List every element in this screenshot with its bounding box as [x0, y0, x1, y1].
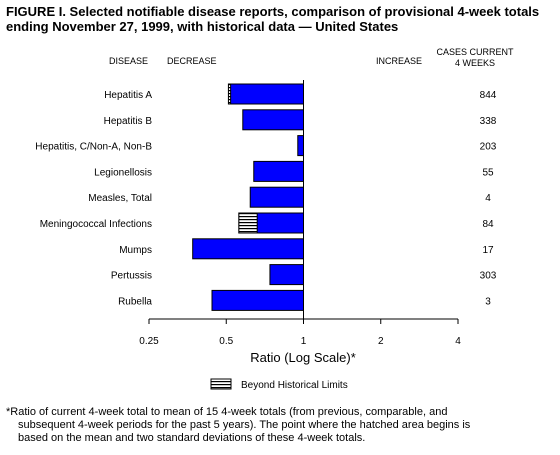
category-label-hepatitis-b: Hepatitis B [104, 116, 153, 127]
bar-hepatitis-b [242, 109, 304, 131]
footnote-line-1: *Ratio of current 4-week total to mean o… [6, 406, 448, 418]
hatch-hepatitis-a [227, 83, 232, 105]
header-cases-line-2: 4 WEEKS [455, 58, 495, 68]
legend-label: Beyond Historical Limits [241, 380, 348, 391]
hatch-group [227, 83, 258, 234]
cases-meningococcal-infections: 84 [482, 219, 494, 230]
category-label-hepatitis-a: Hepatitis A [104, 90, 152, 101]
bar-pertussis [269, 264, 304, 286]
bar-measles-total [249, 186, 304, 208]
footnote: *Ratio of current 4-week total to mean o… [6, 406, 554, 445]
cases-hepatitis-b: 338 [480, 116, 497, 127]
bar-hepatitis-a [227, 83, 304, 105]
x-tick-label-3: 2 [378, 336, 384, 347]
cases-hepatitis-a: 844 [480, 90, 497, 101]
category-label-legionellosis: Legionellosis [94, 167, 152, 178]
footnote-line-2: subsequent 4-week periods for the past 5… [18, 419, 471, 431]
bar-rubella [211, 289, 304, 311]
category-label-mumps: Mumps [119, 245, 152, 256]
category-label-meningococcal-infections: Meningococcal Infections [40, 219, 152, 230]
category-label-rubella: Rubella [118, 296, 152, 307]
figure-title: FIGURE I. Selected notifiable disease re… [6, 4, 554, 34]
bar-legionellosis [253, 160, 305, 182]
cases-hepatitis-c-non-a-non-b: 203 [480, 142, 497, 153]
cases-legionellosis: 55 [482, 167, 494, 178]
title-line-1: FIGURE I. Selected notifiable disease re… [6, 4, 540, 19]
category-label-measles-total: Measles, Total [88, 193, 152, 204]
x-tick-label-4: 4 [455, 336, 461, 347]
category-label-hepatitis-c-non-a-non-b: Hepatitis, C/Non-A, Non-B [35, 142, 152, 153]
cases-pertussis: 303 [480, 271, 497, 282]
category-labels: Hepatitis A Hepatitis B Hepatitis, C/Non-A… [35, 90, 152, 307]
x-tick-label-0: 0.25 [139, 336, 159, 347]
bar-hepatitis-c-non-a-non-b [297, 135, 304, 157]
header-decrease: DECREASE [167, 56, 217, 66]
footnote-line-3: based on the mean and two standard devia… [18, 432, 366, 444]
x-axis-label: Ratio (Log Scale)* [250, 350, 356, 365]
legend: Beyond Historical Limits [210, 378, 348, 391]
category-label-pertussis: Pertussis [111, 271, 152, 282]
x-tick-label-1: 0.5 [219, 336, 233, 347]
cases-mumps: 17 [482, 245, 494, 256]
header-disease: DISEASE [109, 56, 148, 66]
header-increase: INCREASE [376, 56, 422, 66]
bars-group [192, 83, 305, 311]
header-cases-line-1: CASES CURRENT [436, 47, 514, 57]
legend-hatch-swatch [210, 378, 232, 390]
x-tick-label-2: 1 [301, 336, 307, 347]
title-line-2: ending November 27, 1999, with historica… [6, 19, 399, 34]
cases-rubella: 3 [485, 296, 491, 307]
hatch-meningococcal-infections [238, 212, 258, 234]
cases-measles-total: 4 [485, 193, 491, 204]
case-counts: 844 338 203 55 4 84 17 303 3 [480, 90, 497, 307]
x-axis-ticks: 0.25 0.5 1 2 4 [139, 319, 461, 347]
bar-mumps [192, 238, 304, 260]
disease-ratio-chart: DISEASE DECREASE INCREASE CASES CURRENT … [35, 47, 514, 391]
